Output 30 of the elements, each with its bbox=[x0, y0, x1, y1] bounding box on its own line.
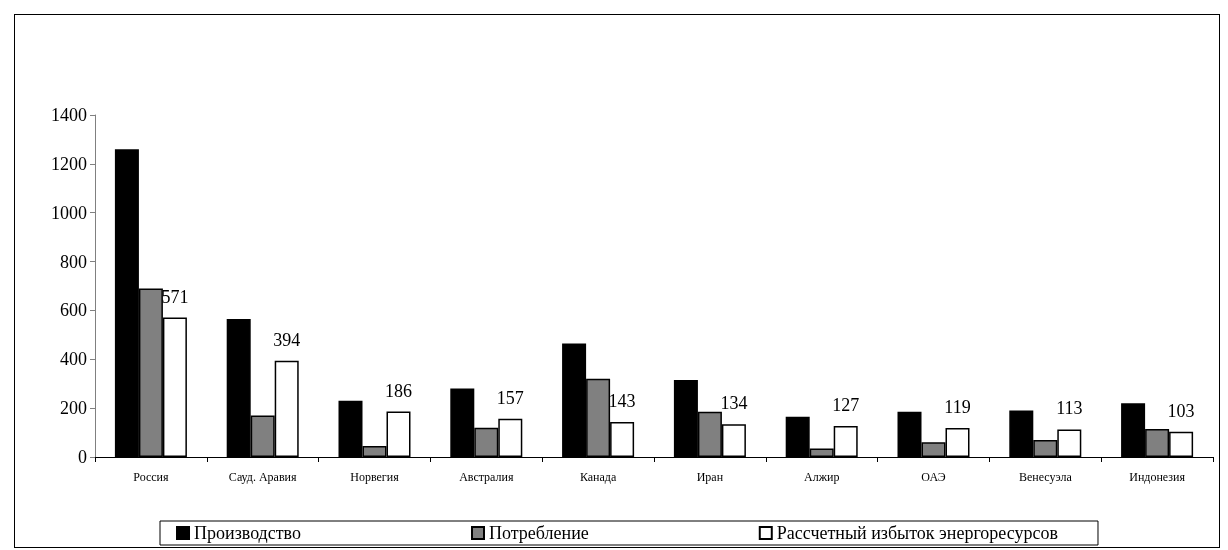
legend-label: Производство bbox=[194, 523, 302, 543]
data-label: 119 bbox=[944, 396, 971, 417]
data-label: 186 bbox=[385, 380, 412, 401]
x-tick-label: Норвегия bbox=[350, 470, 400, 484]
data-label: 103 bbox=[1167, 400, 1195, 421]
y-tick-label: 1200 bbox=[51, 153, 87, 174]
data-label: 134 bbox=[720, 393, 748, 414]
x-tick-label: Иран bbox=[696, 470, 724, 484]
y-tick-label: 600 bbox=[60, 300, 87, 321]
y-tick-label: 0 bbox=[78, 447, 87, 467]
data-label: 113 bbox=[1056, 398, 1083, 419]
y-tick-label: 1400 bbox=[51, 105, 87, 125]
data-label: 394 bbox=[273, 329, 301, 350]
x-tick-label: Канада bbox=[579, 470, 617, 484]
x-tick-label: Россия bbox=[133, 470, 170, 484]
y-tick-label: 1000 bbox=[51, 202, 87, 223]
legend-label: Потребление bbox=[489, 523, 589, 543]
x-tick-label: Венесуэла bbox=[1018, 470, 1073, 484]
data-label: 157 bbox=[496, 387, 524, 408]
data-label: 127 bbox=[832, 394, 860, 415]
y-tick-label: 200 bbox=[60, 398, 87, 419]
x-tick-label: Австралия bbox=[459, 470, 514, 484]
x-tick-label: Сауд. Аравия bbox=[228, 470, 298, 484]
y-tick-label: 400 bbox=[60, 349, 87, 370]
x-tick-label: Алжир bbox=[804, 470, 840, 484]
data-label: 143 bbox=[608, 391, 636, 412]
x-tick-label: Индонезия bbox=[1129, 470, 1186, 484]
legend-label: Рассчетный избыток энергоресурсов bbox=[776, 523, 1058, 543]
x-tick-label: ОАЭ bbox=[921, 470, 946, 484]
y-tick-label: 800 bbox=[60, 251, 87, 272]
